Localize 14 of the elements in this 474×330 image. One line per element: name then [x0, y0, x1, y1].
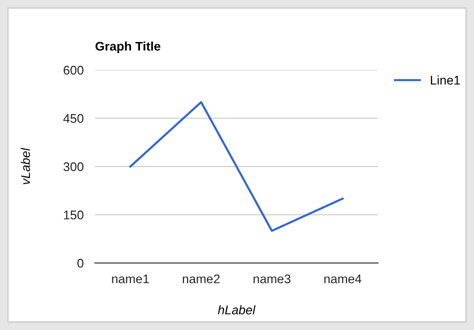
line-series [129, 101, 344, 232]
x-axis-title: hLabel [218, 305, 256, 314]
x-tick-label: name1 [112, 274, 149, 284]
y-tick-label: 0 [77, 258, 84, 268]
legend-label: Line1 [430, 75, 460, 85]
y-tick-label: 450 [63, 114, 84, 123]
y-axis-title: vLabel [20, 148, 30, 184]
chart-title: Graph Title [96, 41, 160, 54]
y-tick-label: 300 [64, 162, 84, 172]
x-tick-label: name2 [182, 274, 220, 284]
y-tick-label: 150 [64, 210, 84, 220]
x-tick-label: name4 [324, 274, 362, 284]
x-tick-label: name3 [254, 274, 290, 284]
y-tick-label: 600 [64, 66, 84, 75]
